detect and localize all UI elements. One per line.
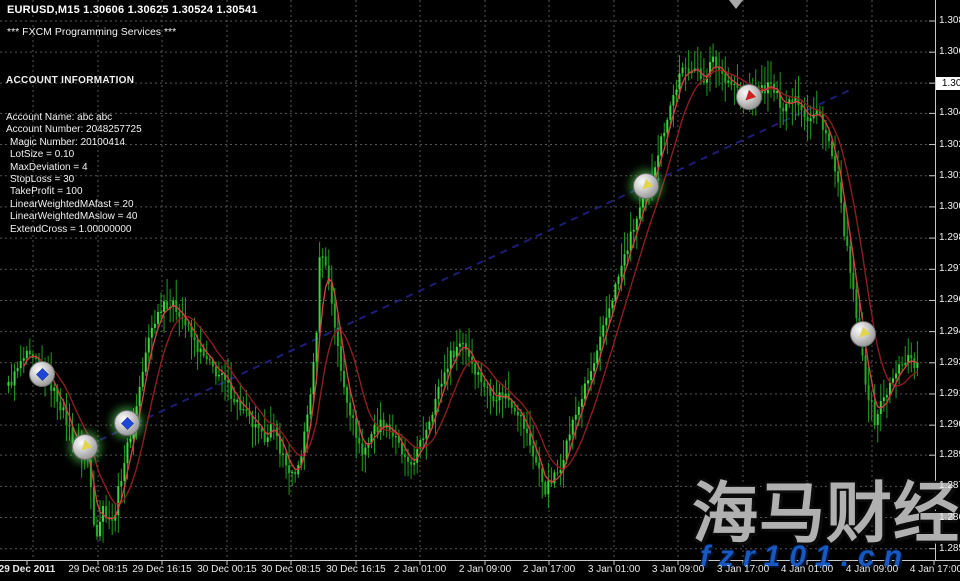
time-axis-label: 2 Jan 01:00 <box>393 564 447 575</box>
account-info-line: Magic Number: 20100414 <box>10 136 126 148</box>
watermark-domain: fzr101.cn <box>700 540 912 573</box>
price-axis-label: 1.30410 <box>939 107 960 119</box>
time-axis-label: 2 Jan 09:00 <box>458 564 512 575</box>
price-axis-label: 1.29195 <box>939 387 960 399</box>
marker-glyph <box>638 178 654 194</box>
signal-arrow-marker-icon[interactable] <box>633 173 659 199</box>
price-axis-label: 1.29465 <box>939 325 960 337</box>
time-axis-label: 3 Jan 17:00 <box>716 564 770 575</box>
price-axis-label: 1.29060 <box>939 419 960 431</box>
time-axis-label: 3 Jan 09:00 <box>651 564 705 575</box>
watermark-text: 海马财经 <box>692 475 960 552</box>
time-axis-label: 30 Dec 16:15 <box>326 564 386 575</box>
price-axis-label: 1.30675 <box>939 46 960 58</box>
account-info-line: StopLoss = 30 <box>10 174 75 186</box>
price-axis-label: 1.30140 <box>939 169 960 181</box>
time-axis-label: 4 Jan 09:00 <box>845 564 899 575</box>
account-info-line: Account Number: 2048257725 <box>6 124 142 136</box>
marker-glyph <box>77 439 93 455</box>
time-axis-label: 4 Jan 01:00 <box>780 564 834 575</box>
account-info-line: ExtendCross = 1.00000000 <box>10 223 132 235</box>
time-axis-label: 30 Dec 08:15 <box>261 564 321 575</box>
signal-arrow-marker-icon[interactable] <box>72 434 98 460</box>
current-price-tag: 1.30541 <box>936 77 960 91</box>
marker-glyph <box>35 367 49 381</box>
signal-arrow-marker-icon[interactable] <box>736 84 762 110</box>
account-info-panel: ACCOUNT INFORMATION Account Name: abc ab… <box>6 50 142 261</box>
price-axis-label: 1.28930 <box>939 449 960 461</box>
marker-glyph <box>741 89 757 105</box>
chart-shift-marker-icon[interactable] <box>729 0 743 9</box>
price-axis-label: 1.28660 <box>939 511 960 523</box>
price-axis-label: 1.28795 <box>939 480 960 492</box>
account-info-lines: Account Name: abc abc Account Number: 204… <box>6 112 142 236</box>
account-info-heading: ACCOUNT INFORMATION <box>6 74 135 86</box>
signal-diamond-marker-icon[interactable] <box>114 410 140 436</box>
time-axis-label: 2 Jan 17:00 <box>522 564 576 575</box>
time-axis-label: 4 Jan 17:00 <box>909 564 960 575</box>
price-axis-label: 1.28525 <box>939 542 960 554</box>
price-axis-label: 1.30005 <box>939 200 960 212</box>
marker-glyph <box>855 326 871 342</box>
account-info-line: LinearWeightedMAslow = 40 <box>10 211 138 223</box>
price-axis-label: 1.29600 <box>939 294 960 306</box>
price-axis-label: 1.29870 <box>939 232 960 244</box>
account-info-line: TakeProfit = 100 <box>10 186 83 198</box>
account-info-line: MaxDeviation = 4 <box>10 161 88 173</box>
time-axis-label: 29 Dec 16:15 <box>132 564 192 575</box>
time-axis-label: 3 Jan 01:00 <box>587 564 641 575</box>
price-axis-label: 1.30275 <box>939 138 960 150</box>
price-axis-label: 1.29330 <box>939 356 960 368</box>
marker-glyph <box>120 416 134 430</box>
time-axis-label: 29 Dec 08:15 <box>68 564 128 575</box>
ea-branding-text: *** FXCM Programming Services *** <box>7 26 177 38</box>
account-info-line: LinearWeightedMAfast = 20 <box>10 198 134 210</box>
price-axis-label: 1.30810 <box>939 15 960 26</box>
account-info-line: LotSize = 0.10 <box>10 149 75 161</box>
price-axis-label: 1.29735 <box>939 263 960 275</box>
signal-arrow-marker-icon[interactable] <box>850 321 876 347</box>
time-axis-label: 30 Dec 00:15 <box>197 564 257 575</box>
time-axis-label: 29 Dec 2011 <box>0 564 56 575</box>
account-info-line: Account Name: abc abc <box>6 112 113 124</box>
chart-title-ohlc: EURUSD,M15 1.30606 1.30625 1.30524 1.305… <box>7 4 258 16</box>
signal-diamond-marker-icon[interactable] <box>29 361 55 387</box>
